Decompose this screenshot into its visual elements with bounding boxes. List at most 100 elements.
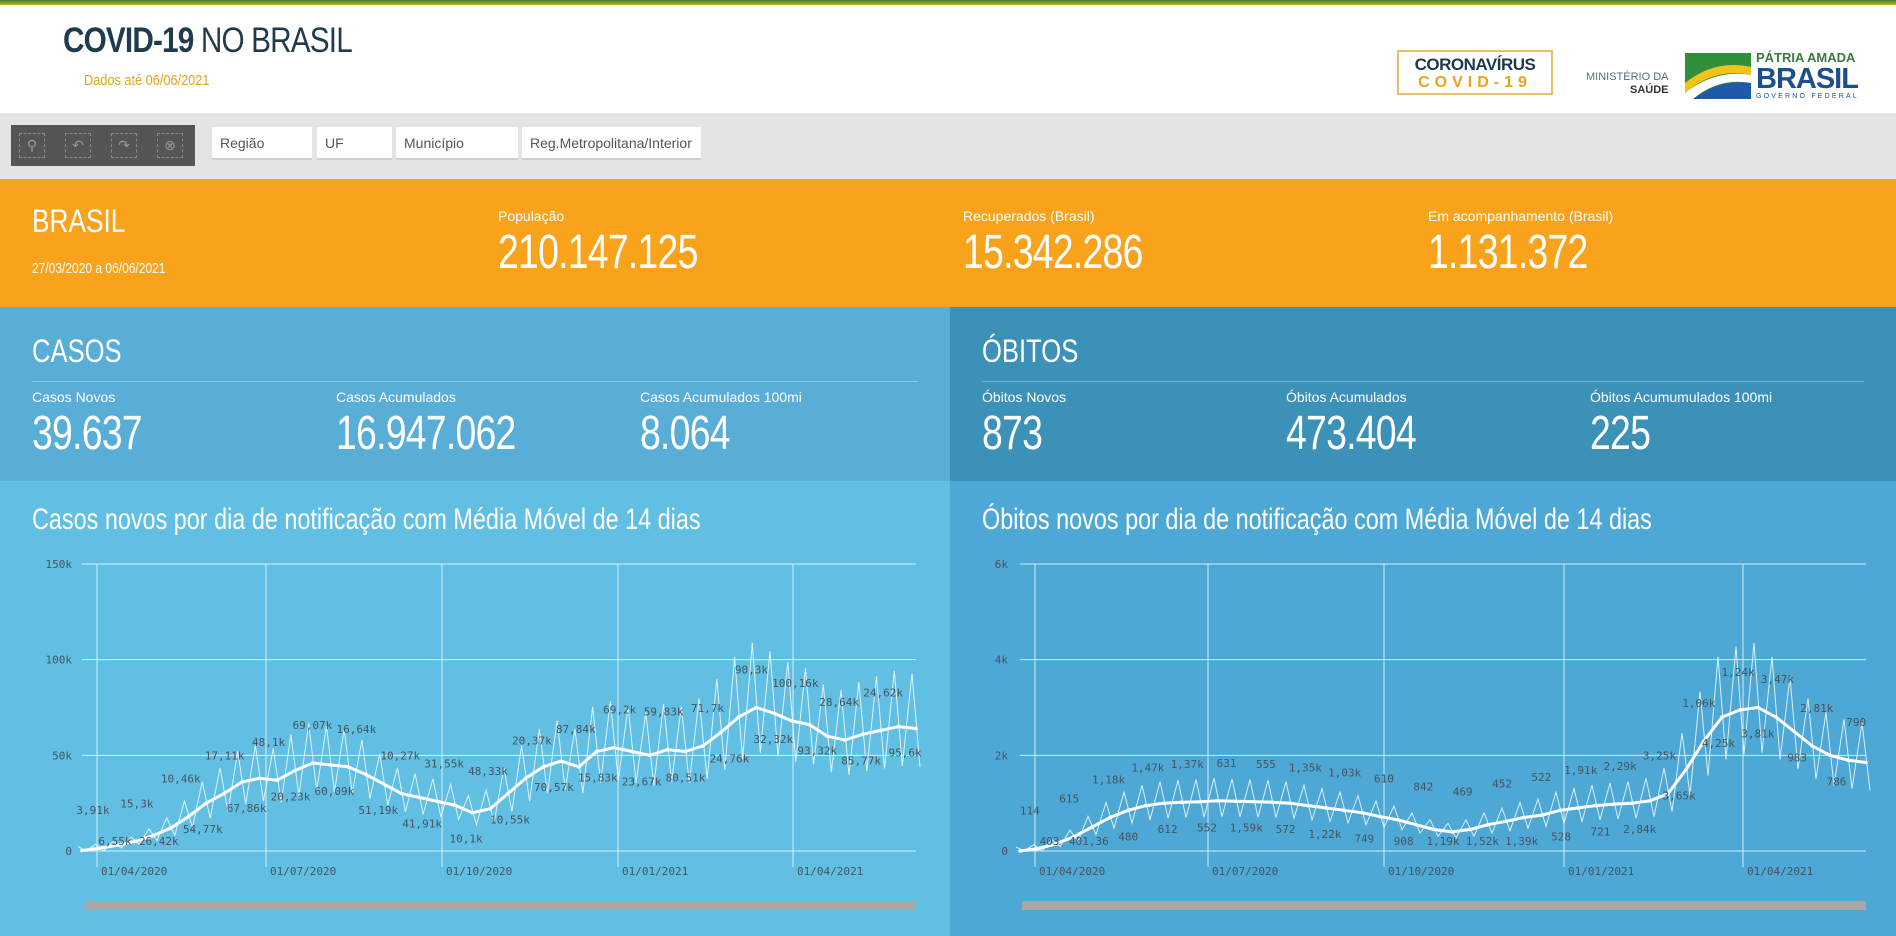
obitos-data-point bbox=[1378, 814, 1382, 819]
title-rest: NO BRASIL bbox=[193, 21, 353, 60]
casos-data-point bbox=[648, 753, 652, 758]
casos-data-label: 41,91k bbox=[402, 817, 442, 830]
casos-data-point bbox=[488, 807, 492, 811]
casos-acumulados-value: 16.947.062 bbox=[336, 407, 516, 460]
filter-municipio[interactable]: Município bbox=[396, 127, 518, 160]
obitos-x-tick-label: 01/04/2021 bbox=[1747, 865, 1813, 878]
casos-data-point bbox=[275, 778, 279, 783]
obitos-data-label: 842 bbox=[1413, 781, 1433, 794]
casos-data-label: 24,76k bbox=[710, 752, 750, 765]
casos-data-label: 10,55k bbox=[490, 814, 530, 827]
casos-chart-scrollbar[interactable] bbox=[86, 901, 916, 910]
casos-data-label: 10,46k bbox=[161, 773, 201, 786]
ministerio-line2: SAÚDE bbox=[1630, 84, 1669, 96]
casos-data-label: 54,77k bbox=[183, 823, 223, 836]
acompanhamento-label: Em acompanhamento (Brasil) bbox=[1428, 208, 1614, 224]
casos-data-point bbox=[843, 738, 847, 742]
obitos-chart-scrollbar[interactable] bbox=[1022, 901, 1866, 910]
obitos-data-point bbox=[1036, 846, 1040, 851]
casos-data-point bbox=[577, 765, 581, 769]
obitos-data-label: 4,25k bbox=[1702, 737, 1735, 750]
obitos-data-point bbox=[1414, 822, 1418, 827]
casos-data-point bbox=[523, 776, 528, 781]
obitos-x-tick-label: 01/07/2020 bbox=[1212, 865, 1278, 878]
casos-data-label: 95,6k bbox=[888, 747, 921, 760]
casos-divider bbox=[32, 381, 918, 382]
casos-data-point bbox=[257, 776, 262, 781]
obitos-data-label: 610 bbox=[1374, 773, 1394, 786]
obitos-data-label: 469 bbox=[1453, 785, 1473, 798]
patria-line1: PÁTRIA AMADA bbox=[1756, 50, 1856, 65]
obitos-data-point bbox=[1576, 806, 1580, 810]
casos-data-label: 24,62k bbox=[863, 686, 903, 699]
patria-line2: BRASIL bbox=[1756, 63, 1859, 95]
obitos-data-label: 1,06k bbox=[1682, 697, 1715, 710]
obitos-x-tick-label: 01/01/2021 bbox=[1568, 865, 1634, 878]
casos-chart[interactable]: 0 50k 100k 150k 01/04/2020 01/07/2020 01/10/20… bbox=[0, 481, 950, 936]
obitos-data-label: 786 bbox=[1827, 775, 1847, 788]
top-stripe bbox=[0, 0, 1896, 5]
obitos-data-label: 615 bbox=[1059, 793, 1079, 806]
obitos-data-point bbox=[1432, 827, 1436, 832]
casos-data-label: 3,91k bbox=[76, 804, 109, 817]
casos-data-label: 16,64k bbox=[336, 723, 376, 736]
obitos-data-point bbox=[1252, 799, 1256, 804]
casos-data-label: 90,3k bbox=[735, 664, 768, 677]
casos-data-label: 60,09k bbox=[315, 785, 355, 798]
header: COVID-19 NO BRASIL Dados até 06/06/2021 … bbox=[0, 5, 1896, 113]
patria-amada-logo: PÁTRIA AMADA BRASIL GOVERNO FEDERAL bbox=[1756, 50, 1859, 100]
obitos-data-label: 572 bbox=[1276, 823, 1296, 836]
filter-regiao[interactable]: Região bbox=[212, 127, 312, 160]
casos-novos-label: Casos Novos bbox=[32, 389, 116, 405]
casos-data-point bbox=[541, 765, 546, 769]
casos-data-point bbox=[364, 772, 368, 777]
obitos-data-point bbox=[1864, 760, 1868, 765]
obitos-data-point bbox=[1774, 715, 1778, 719]
obitos-data-point bbox=[1558, 808, 1562, 813]
clear-icon[interactable]: ⊗ bbox=[157, 133, 183, 158]
obitos-data-point bbox=[1054, 842, 1058, 846]
filter-toolbar: ⚲ ↶ ↷ ⊗ Região UF Município Reg.Metropol… bbox=[0, 113, 1896, 179]
obitos-data-point bbox=[1180, 800, 1184, 805]
obitos-data-point bbox=[1486, 822, 1490, 827]
casos-data-point bbox=[435, 799, 439, 804]
obitos-data-point bbox=[1648, 798, 1652, 803]
obitos-data-point bbox=[1198, 799, 1202, 804]
filter-uf[interactable]: UF bbox=[317, 127, 392, 160]
casos-x-tick-label: 01/07/2020 bbox=[270, 865, 336, 878]
obitos-data-label: 983 bbox=[1787, 751, 1807, 764]
casos-data-point bbox=[310, 761, 315, 765]
casos-data-point bbox=[807, 722, 812, 727]
obitos-data-point bbox=[1090, 825, 1094, 829]
casos-data-label: 93,32k bbox=[797, 745, 837, 758]
obitos-data-label: 790 bbox=[1846, 716, 1866, 729]
obitos-chart[interactable]: 0 2k 4k 6k 01/04/2020 01/07/2020 01/10/2020 01/… bbox=[950, 481, 1896, 936]
casos-panel: CASOS Casos Novos 39.637 Casos Acumulado… bbox=[0, 307, 950, 481]
coronavirus-logo-line2: COVID-19 bbox=[1418, 74, 1532, 91]
casos-data-label: 28,64k bbox=[819, 696, 859, 709]
obitos-data-label: 1,91k bbox=[1564, 764, 1597, 777]
filter-reg-metropolitana[interactable]: Reg.Metropolitana/Interior bbox=[522, 127, 701, 160]
search-icon[interactable]: ⚲ bbox=[19, 133, 45, 158]
back-icon[interactable]: ↶ bbox=[65, 133, 91, 158]
forward-icon[interactable]: ↷ bbox=[111, 133, 137, 158]
casos-data-label: 23,67k bbox=[622, 775, 662, 788]
casos-data-point bbox=[789, 719, 794, 723]
casos-data-point bbox=[346, 765, 350, 769]
obitos-data-label: 2,29k bbox=[1604, 760, 1637, 773]
obitos-acumulados-label: Óbitos Acumulados bbox=[1286, 389, 1407, 405]
obitos-data-label: 3,47k bbox=[1761, 673, 1794, 686]
obitos-data-point bbox=[1018, 849, 1022, 853]
casos-data-point bbox=[381, 782, 386, 786]
coronavirus-logo[interactable]: CORONAVÍRUS COVID-19 bbox=[1397, 50, 1553, 95]
obitos-data-point bbox=[1162, 801, 1166, 805]
obitos-data-point bbox=[1216, 798, 1220, 803]
casos-x-tick-label: 01/04/2020 bbox=[101, 865, 167, 878]
casos-y-tick-label: 0 bbox=[65, 845, 72, 858]
obitos-x-tick-label: 01/10/2020 bbox=[1388, 865, 1454, 878]
casos-data-label: 15,3k bbox=[120, 797, 153, 810]
casos-data-point bbox=[417, 795, 421, 800]
casos-chart-panel: Casos novos por dia de notificação com M… bbox=[0, 481, 950, 936]
obitos-data-label: 522 bbox=[1531, 771, 1551, 784]
obitos-data-label: 1,47k bbox=[1131, 762, 1164, 775]
